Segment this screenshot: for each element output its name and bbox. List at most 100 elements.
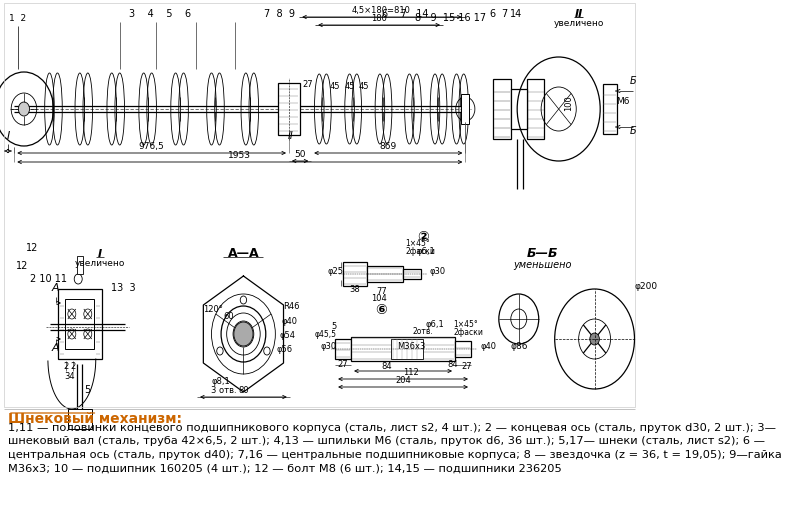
Text: 50: 50: [294, 150, 306, 159]
Text: I: I: [98, 249, 102, 259]
Text: φ54: φ54: [279, 331, 295, 340]
Text: A: A: [52, 283, 60, 293]
Text: 84: 84: [447, 360, 458, 369]
Text: 12: 12: [16, 261, 29, 271]
Circle shape: [234, 322, 253, 346]
Text: φ25: φ25: [327, 267, 343, 276]
Text: Б: Б: [630, 126, 636, 136]
Bar: [68, 409, 92, 429]
Text: A—A: A—A: [228, 247, 259, 260]
Text: 34: 34: [64, 372, 74, 381]
Text: 100: 100: [564, 95, 573, 111]
Text: 1×45°: 1×45°: [406, 239, 430, 248]
Bar: [77, 256, 83, 274]
Text: 80: 80: [238, 386, 249, 395]
Text: 976,5: 976,5: [138, 142, 165, 151]
Text: 77: 77: [376, 287, 387, 296]
Circle shape: [590, 333, 599, 345]
Text: 5: 5: [331, 322, 336, 331]
Text: 27: 27: [462, 362, 472, 371]
Bar: [335, 339, 351, 359]
Bar: [66, 299, 94, 349]
Text: 1  2: 1 2: [9, 14, 26, 23]
Text: 45: 45: [358, 82, 369, 91]
Text: 6    7   14: 6 7 14: [382, 9, 429, 19]
Text: 13  3: 13 3: [111, 283, 136, 293]
Text: М36х3; 10 — подшипник 160205 (4 шт.); 12 — болт М8 (6 шт.); 14,15 — подшипники 2: М36х3; 10 — подшипник 160205 (4 шт.); 12…: [8, 464, 562, 473]
Text: φ200: φ200: [634, 282, 658, 291]
Text: 27: 27: [302, 80, 313, 89]
Bar: [462, 94, 470, 124]
Text: 27: 27: [338, 360, 349, 369]
Bar: [455, 341, 471, 357]
Text: 2: 2: [64, 362, 69, 371]
Text: φ8,1: φ8,1: [212, 377, 230, 386]
Text: 8   9  15 16 17: 8 9 15 16 17: [415, 13, 486, 23]
Text: 4,5×180=810: 4,5×180=810: [352, 6, 411, 15]
Bar: [367, 266, 403, 282]
Text: R46: R46: [283, 302, 300, 311]
Circle shape: [264, 347, 270, 355]
Text: 3 отв.: 3 отв.: [210, 386, 236, 395]
Text: Б—Б: Б—Б: [527, 247, 558, 260]
Text: φ40: φ40: [481, 342, 497, 351]
Text: увеличено: увеличено: [554, 19, 604, 28]
Text: 38: 38: [350, 285, 361, 294]
Bar: [351, 337, 455, 361]
Text: I: I: [6, 131, 10, 141]
Text: 2отв.: 2отв.: [413, 327, 434, 336]
Bar: [58, 289, 102, 359]
Bar: [4, 3, 634, 407]
Text: 869: 869: [379, 142, 397, 151]
Text: шнековый вал (сталь, труба 42×6,5, 2 шт.); 4,13 — шпильки М6 (сталь, пруток d6, : шнековый вал (сталь, труба 42×6,5, 2 шт.…: [8, 437, 765, 446]
Bar: [602, 84, 617, 134]
Text: 45: 45: [344, 82, 355, 91]
Text: φ6,1: φ6,1: [426, 320, 444, 329]
Text: Б: Б: [630, 76, 636, 86]
Bar: [403, 269, 421, 279]
Text: уменьшено: уменьшено: [514, 260, 572, 270]
Text: 14: 14: [510, 9, 522, 19]
Text: II: II: [288, 131, 294, 141]
Text: 12: 12: [26, 243, 38, 253]
Text: φ56: φ56: [277, 345, 293, 354]
Bar: [526, 79, 544, 139]
Text: Шнековый механизм:: Шнековый механизм:: [8, 412, 182, 426]
Text: φ6,1: φ6,1: [416, 247, 434, 256]
Bar: [494, 79, 511, 139]
Text: 6: 6: [490, 9, 495, 19]
Text: увеличено: увеличено: [74, 259, 125, 268]
Text: 45: 45: [330, 82, 341, 91]
Text: М36х3: М36х3: [397, 342, 426, 351]
Text: 60: 60: [224, 312, 234, 321]
Text: 1953: 1953: [228, 151, 251, 160]
Text: 1,11 — половинки концевого подшипникового корпуса (сталь, лист s2, 4 шт.); 2 — к: 1,11 — половинки концевого подшипниковог…: [8, 423, 776, 433]
Bar: [391, 339, 423, 359]
Bar: [343, 262, 367, 286]
Text: 112: 112: [403, 368, 419, 377]
Text: φ30: φ30: [321, 342, 337, 351]
Text: центральная ось (сталь, пруток d40); 7,16 — центральные подшипниковые корпуса; 8: центральная ось (сталь, пруток d40); 7,1…: [8, 450, 782, 460]
Text: 84: 84: [382, 362, 393, 371]
Text: A: A: [52, 343, 60, 353]
Text: II: II: [574, 9, 582, 19]
Text: 2 10 11: 2 10 11: [30, 274, 66, 284]
Text: ②: ②: [417, 230, 429, 244]
Text: 180: 180: [371, 14, 387, 23]
Text: 3    4    5    6: 3 4 5 6: [129, 9, 190, 19]
Circle shape: [217, 347, 223, 355]
Text: φ86: φ86: [510, 342, 527, 351]
Text: 2фаски: 2фаски: [454, 328, 483, 337]
Text: 2фаски: 2фаски: [406, 247, 435, 256]
Text: 104: 104: [371, 294, 387, 303]
Bar: [511, 89, 526, 129]
Bar: [278, 83, 300, 135]
Circle shape: [240, 296, 246, 304]
Text: φ40: φ40: [282, 317, 298, 326]
Text: 7  8  9: 7 8 9: [264, 9, 295, 19]
Text: 7: 7: [502, 9, 507, 19]
Text: 120°: 120°: [203, 305, 223, 314]
Text: 1×45°: 1×45°: [454, 320, 478, 329]
Text: φ45,5: φ45,5: [314, 330, 337, 339]
Text: 2: 2: [71, 362, 76, 371]
